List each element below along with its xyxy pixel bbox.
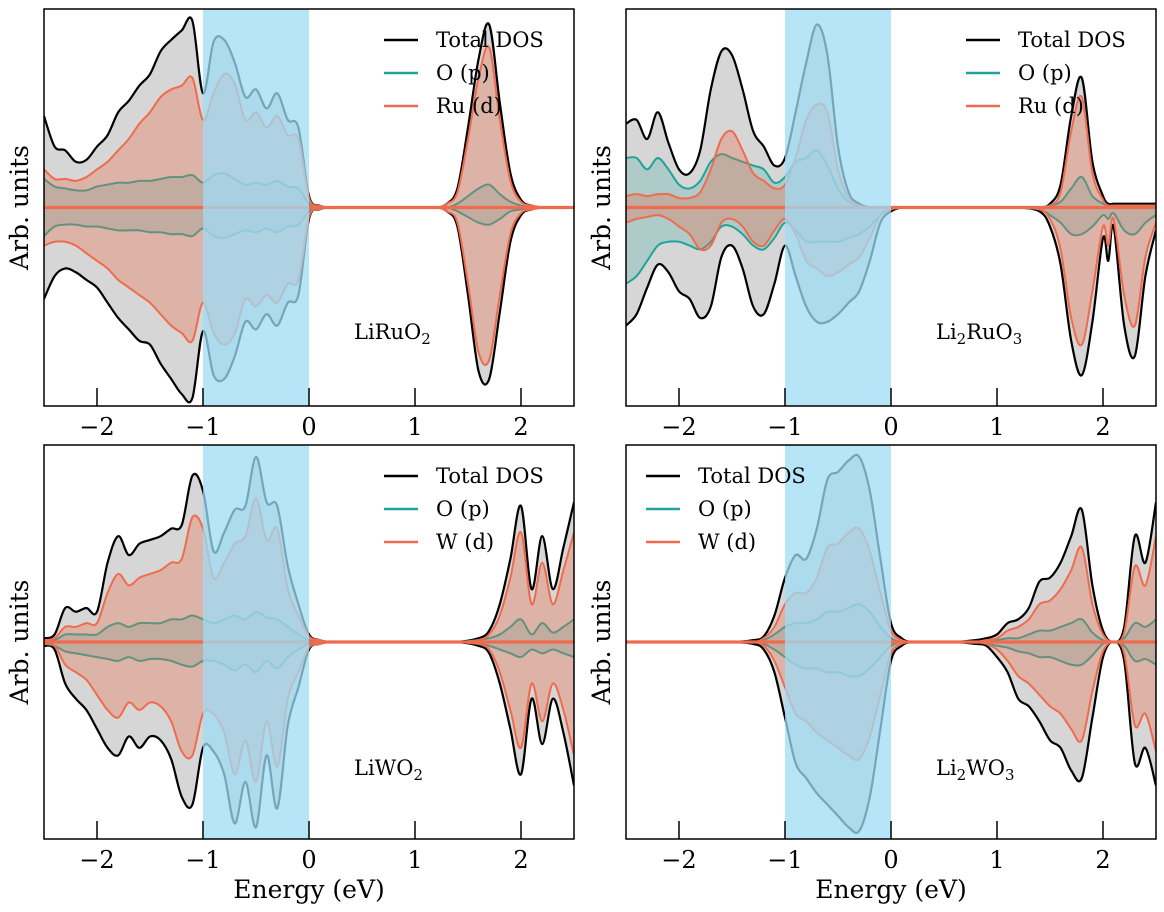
series-op-down-area bbox=[44, 207, 574, 239]
x-tick-label: −1 bbox=[185, 413, 220, 441]
energy-window-highlight bbox=[785, 9, 891, 406]
x-tick-label: 2 bbox=[513, 846, 528, 874]
legend-entry: Ru (d) bbox=[1018, 94, 1084, 118]
dos-panel-1: −2 −1 0 1 2 Arb. units LiRuO2 Total DOS O (p) Ru … bbox=[5, 8, 575, 441]
energy-window-highlight bbox=[785, 445, 891, 839]
series-d-down-area bbox=[44, 641, 574, 783]
legend: Total DOS O (p) W (d) bbox=[384, 464, 544, 554]
plot-area bbox=[626, 9, 1156, 406]
series-op-down-area bbox=[626, 641, 1156, 677]
x-tick-label: 2 bbox=[1095, 846, 1110, 874]
series-total-down-area bbox=[44, 207, 574, 403]
series-op-down-area bbox=[44, 641, 574, 673]
series-d-up-area bbox=[44, 498, 574, 643]
dos-panel-3: −2 −1 0 1 2 Arb. units Energy (eV) LiWO2 Total D… bbox=[5, 444, 575, 904]
series-total-up-area bbox=[44, 17, 574, 208]
x-tick-label: 0 bbox=[301, 846, 316, 874]
plot-area bbox=[44, 9, 574, 406]
x-tick-label: 2 bbox=[1095, 413, 1110, 441]
legend: Total DOS O (p) Ru (d) bbox=[966, 28, 1126, 118]
x-tick-label: 2 bbox=[513, 413, 528, 441]
legend-entry: W (d) bbox=[436, 530, 494, 554]
x-tick-label: 0 bbox=[883, 846, 898, 874]
legend-entry: O (p) bbox=[1018, 61, 1072, 85]
series-total-down-area bbox=[626, 641, 1156, 833]
series-op-up-area bbox=[626, 150, 1156, 208]
x-axis-label: Energy (eV) bbox=[233, 875, 385, 904]
series-d-up-area bbox=[626, 95, 1156, 208]
x-tick-label: −2 bbox=[79, 413, 114, 441]
x-tick-label: −2 bbox=[661, 846, 696, 874]
legend: Total DOS O (p) W (d) bbox=[646, 464, 806, 554]
y-axis-label: Arb. units bbox=[587, 580, 616, 706]
energy-window-highlight bbox=[203, 9, 309, 406]
series-op-down-area bbox=[626, 207, 1156, 284]
dos-panel-4: −2 −1 0 1 2 Arb. units Energy (eV) Li2WO3 Total … bbox=[587, 444, 1157, 904]
legend-entry: O (p) bbox=[436, 497, 490, 521]
legend-entry: Total DOS bbox=[698, 464, 806, 488]
compound-label: Li2WO3 bbox=[936, 756, 1015, 784]
x-tick-label: 0 bbox=[883, 413, 898, 441]
dos-panel-2: −2 −1 0 1 2 Arb. units Li2RuO3 Total DOS O (p) Ru… bbox=[587, 8, 1157, 441]
series-total-down-area bbox=[44, 641, 574, 828]
legend-entry: O (p) bbox=[436, 61, 490, 85]
series-d-up-area bbox=[44, 46, 574, 208]
legend-entry: Total DOS bbox=[436, 28, 544, 52]
series-op-up-area bbox=[44, 173, 574, 208]
legend-entry: W (d) bbox=[698, 530, 756, 554]
x-tick-label: −1 bbox=[767, 846, 802, 874]
y-axis-label: Arb. units bbox=[5, 580, 34, 706]
energy-window-highlight bbox=[203, 445, 309, 839]
x-tick-label: 1 bbox=[989, 846, 1004, 874]
legend-entry: O (p) bbox=[698, 497, 752, 521]
x-tick-label: 1 bbox=[989, 413, 1004, 441]
legend: Total DOS O (p) Ru (d) bbox=[384, 28, 544, 118]
series-total-up-area bbox=[626, 24, 1156, 208]
series-d-down-area bbox=[626, 641, 1156, 761]
legend-entry: Total DOS bbox=[1018, 28, 1126, 52]
compound-label: LiWO2 bbox=[354, 756, 423, 784]
compound-label: Li2RuO3 bbox=[936, 320, 1022, 348]
x-tick-label: −1 bbox=[185, 846, 220, 874]
x-tick-label: −1 bbox=[767, 413, 802, 441]
x-tick-label: −2 bbox=[661, 413, 696, 441]
plot-area bbox=[626, 445, 1156, 839]
series-total-up-area bbox=[44, 456, 574, 643]
series-d-down-area bbox=[626, 207, 1156, 346]
x-tick-label: 1 bbox=[407, 846, 422, 874]
plot-area bbox=[44, 445, 574, 839]
compound-label: LiRuO2 bbox=[354, 320, 431, 348]
legend-entry: Ru (d) bbox=[436, 94, 502, 118]
x-tick-label: 1 bbox=[407, 413, 422, 441]
legend-entry: Total DOS bbox=[436, 464, 544, 488]
y-axis-label: Arb. units bbox=[5, 145, 34, 271]
x-tick-label: −2 bbox=[79, 846, 114, 874]
x-axis-label: Energy (eV) bbox=[815, 875, 967, 904]
series-d-down-area bbox=[44, 207, 574, 366]
y-axis-label: Arb. units bbox=[587, 145, 616, 271]
x-tick-label: 0 bbox=[301, 413, 316, 441]
